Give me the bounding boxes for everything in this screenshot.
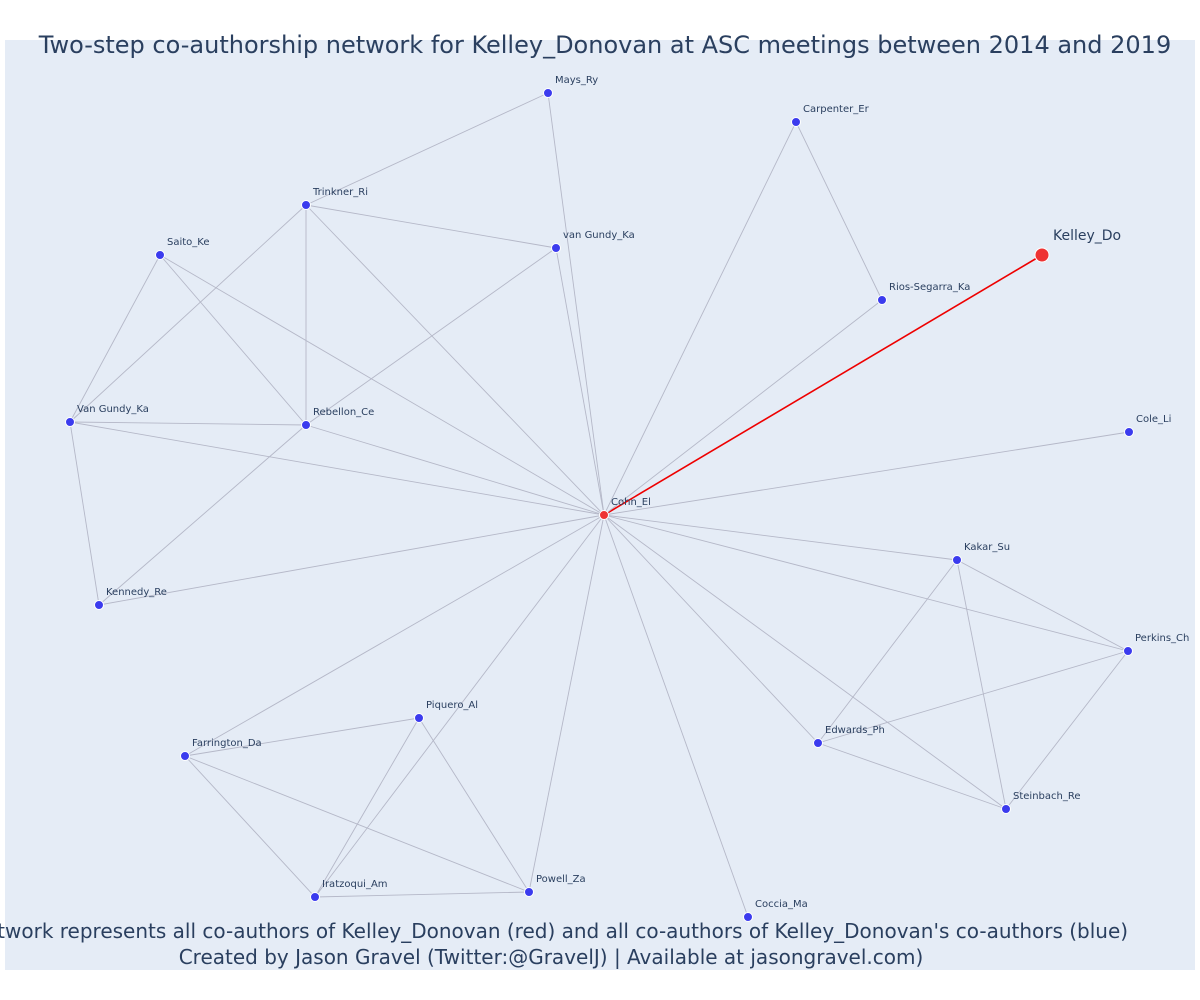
nodes-layer xyxy=(65,88,1134,922)
edge-cohn-el-cole-li xyxy=(603,431,1130,516)
node-label-edwards-ph: Edwards_Ph xyxy=(825,725,885,736)
edge-kakar-su-steinbach-re xyxy=(956,559,1007,810)
edge-perkins-ch-steinbach-re xyxy=(1005,650,1129,810)
node-label-powell-za: Powell_Za xyxy=(536,874,586,885)
node-label-piquero-al: Piquero_Al xyxy=(426,700,478,711)
edge-cohn-el-kennedy-re xyxy=(98,514,605,606)
node-powell-za[interactable] xyxy=(524,887,534,897)
edge-cohn-el-saito-ke xyxy=(159,254,605,516)
node-farrington-da[interactable] xyxy=(180,751,190,761)
node-cole-li[interactable] xyxy=(1124,427,1134,437)
edge-piquero-al-iratzoqui-am xyxy=(314,717,420,898)
edge-van-gundy-ka-rebellon-ce xyxy=(69,421,307,426)
node-rebellon-ce[interactable] xyxy=(301,420,311,430)
edge-piquero-al-farrington-da xyxy=(184,717,420,757)
node-label-rebellon-ce: Rebellon_Ce xyxy=(313,407,374,418)
node-label-kelley-do: Kelley_Do xyxy=(1053,228,1121,244)
node-carpenter-er[interactable] xyxy=(791,117,801,127)
node-kennedy-re[interactable] xyxy=(94,600,104,610)
edge-trinkner-ri-van-gundy-ka xyxy=(69,204,307,423)
node-iratzoqui-am[interactable] xyxy=(310,892,320,902)
node-label-mays-ry: Mays_Ry xyxy=(555,75,598,86)
edge-kelley-do-cohn-el xyxy=(603,254,1043,516)
edge-mays-ry-trinkner-ri xyxy=(305,92,549,206)
node-van-gundy-ka[interactable] xyxy=(551,243,561,253)
node-label-van-gundy-ka: Van Gundy_Ka xyxy=(77,404,149,415)
edge-cohn-el-perkins-ch xyxy=(603,514,1129,652)
node-saito-ke[interactable] xyxy=(155,250,165,260)
edge-iratzoqui-am-powell-za xyxy=(314,891,530,898)
edge-cohn-el-kakar-su xyxy=(603,514,958,561)
node-label-trinkner-ri: Trinkner_Ri xyxy=(312,187,368,198)
edge-van-gundy-ka-kennedy-re xyxy=(69,421,100,606)
node-label-van-gundy-ka: van Gundy_Ka xyxy=(563,230,635,241)
node-label-coccia-ma: Coccia_Ma xyxy=(755,899,808,910)
edge-van-gundy-ka-rebellon-ce xyxy=(305,247,557,426)
node-label-farrington-da: Farrington_Da xyxy=(192,738,262,749)
labels-layer: Kelley_Do Cohn_El Mays_Ry Carpenter_Er Trink… xyxy=(77,75,1189,910)
node-perkins-ch[interactable] xyxy=(1123,646,1133,656)
edge-saito-ke-van-gundy-ka xyxy=(69,254,161,423)
edge-kakar-su-perkins-ch xyxy=(956,559,1129,652)
edge-cohn-el-iratzoqui-am xyxy=(314,514,605,898)
edge-cohn-el-van-gundy-ka xyxy=(555,247,605,516)
edge-trinkner-ri-van-gundy-ka xyxy=(305,204,557,249)
node-label-cole-li: Cole_Li xyxy=(1136,414,1171,425)
node-kakar-su[interactable] xyxy=(952,555,962,565)
edge-carpenter-er-rios-segarra-ka xyxy=(795,121,883,301)
node-coccia-ma[interactable] xyxy=(743,912,753,922)
node-label-iratzoqui-am: Iratzoqui_Am xyxy=(322,879,388,890)
node-label-rios-segarra-ka: Rios-Segarra_Ka xyxy=(889,282,970,293)
node-label-steinbach-re: Steinbach_Re xyxy=(1013,791,1081,802)
edge-edwards-ph-steinbach-re xyxy=(817,742,1007,810)
node-trinkner-ri[interactable] xyxy=(301,200,311,210)
node-label-saito-ke: Saito_Ke xyxy=(167,237,210,248)
edge-rebellon-ce-kennedy-re xyxy=(98,424,307,606)
edge-perkins-ch-edwards-ph xyxy=(817,650,1129,744)
node-label-kakar-su: Kakar_Su xyxy=(964,542,1010,553)
edge-cohn-el-farrington-da xyxy=(184,514,605,757)
node-rios-segarra-ka[interactable] xyxy=(877,295,887,305)
node-piquero-al[interactable] xyxy=(414,713,424,723)
edge-saito-ke-rebellon-ce xyxy=(159,254,307,426)
edge-cohn-el-rios-segarra-ka xyxy=(603,299,883,516)
edge-kakar-su-edwards-ph xyxy=(817,559,958,744)
node-mays-ry[interactable] xyxy=(543,88,553,98)
node-label-carpenter-er: Carpenter_Er xyxy=(803,104,870,115)
edge-cohn-el-mays-ry xyxy=(547,92,605,516)
edge-cohn-el-rebellon-ce xyxy=(305,424,605,516)
plot-background xyxy=(5,40,1195,970)
edge-cohn-el-trinkner-ri xyxy=(305,204,605,516)
node-cohn-el[interactable] xyxy=(599,510,609,520)
edge-farrington-da-powell-za xyxy=(184,755,530,893)
edge-piquero-al-powell-za xyxy=(418,717,530,893)
edge-cohn-el-steinbach-re xyxy=(603,514,1007,810)
node-edwards-ph[interactable] xyxy=(813,738,823,748)
node-steinbach-re[interactable] xyxy=(1001,804,1011,814)
edge-cohn-el-powell-za xyxy=(528,514,605,893)
edge-cohn-el-coccia-ma xyxy=(603,514,749,918)
edges-layer xyxy=(69,92,1130,918)
node-kelley-do[interactable] xyxy=(1034,247,1050,263)
chart-title: Two-step co-authorship network for Kelle… xyxy=(38,31,1171,59)
edge-cohn-el-carpenter-er xyxy=(603,121,797,516)
edge-cohn-el-edwards-ph xyxy=(603,514,819,744)
edge-cohn-el-van-gundy-ka xyxy=(69,421,605,516)
node-label-perkins-ch: Perkins_Ch xyxy=(1135,633,1189,644)
footer-caption: Network represents all co-authors of Kel… xyxy=(0,919,1128,943)
node-label-kennedy-re: Kennedy_Re xyxy=(106,587,167,598)
edge-farrington-da-iratzoqui-am xyxy=(184,755,316,898)
node-label-cohn-el: Cohn_El xyxy=(611,497,651,508)
node-van-gundy-ka[interactable] xyxy=(65,417,75,427)
footer-credit: Created by Jason Gravel (Twitter:@Gravel… xyxy=(179,945,924,969)
